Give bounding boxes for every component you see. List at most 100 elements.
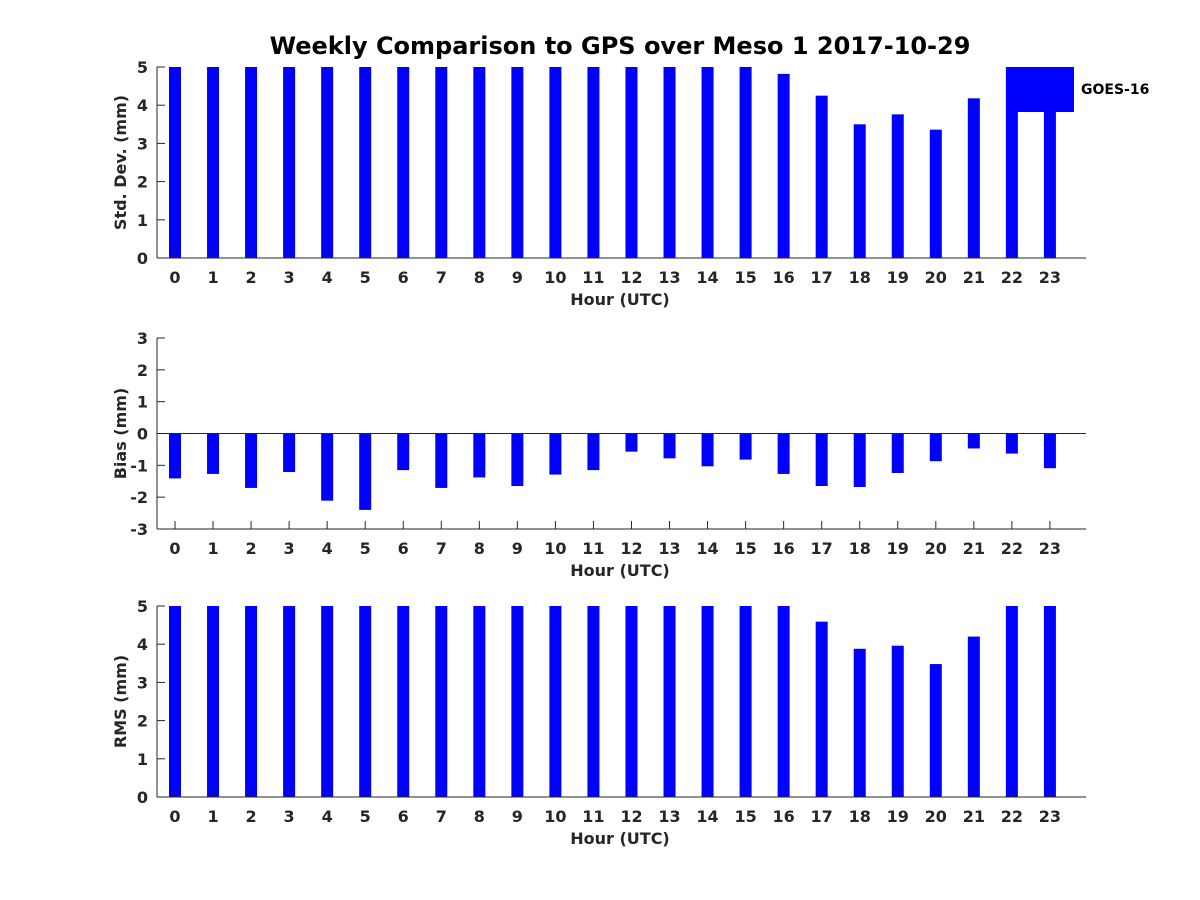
bar xyxy=(207,606,220,797)
bar xyxy=(929,129,942,258)
y-axis-label: Bias (mm) xyxy=(111,388,130,480)
x-tick-label: 13 xyxy=(658,539,680,558)
x-tick-label: 9 xyxy=(512,539,523,558)
bar xyxy=(283,606,296,797)
x-tick-label: 18 xyxy=(849,268,871,287)
figure-title: Weekly Comparison to GPS over Meso 1 201… xyxy=(270,32,971,60)
x-tick-label: 2 xyxy=(246,268,257,287)
x-tick-label: 18 xyxy=(849,807,871,826)
x-tick-label: 22 xyxy=(1001,807,1023,826)
bar xyxy=(511,67,524,258)
x-tick-label: 3 xyxy=(284,807,295,826)
x-tick-label: 7 xyxy=(436,268,447,287)
bar xyxy=(663,67,676,258)
y-tick-label: 2 xyxy=(137,173,148,192)
bar xyxy=(625,67,638,258)
x-tick-label: 21 xyxy=(963,807,985,826)
bar xyxy=(1005,433,1018,454)
bar xyxy=(169,433,181,479)
bar xyxy=(587,606,600,797)
bar xyxy=(777,433,790,474)
bar xyxy=(169,606,181,797)
bar xyxy=(739,67,752,258)
x-tick-label: 5 xyxy=(360,807,371,826)
bar xyxy=(853,648,866,797)
x-tick-label: 9 xyxy=(512,268,523,287)
x-tick-label: 2 xyxy=(246,539,257,558)
x-tick-label: 10 xyxy=(544,807,566,826)
x-tick-label: 10 xyxy=(544,539,566,558)
bar xyxy=(473,606,486,797)
y-tick-label: 3 xyxy=(137,134,148,153)
bar xyxy=(701,67,714,258)
bar xyxy=(1043,606,1056,797)
bar xyxy=(663,606,676,797)
bar xyxy=(853,433,866,487)
x-tick-label: 4 xyxy=(322,539,333,558)
x-tick-label: 17 xyxy=(811,807,833,826)
bar xyxy=(739,433,752,460)
x-tick-label: 6 xyxy=(398,807,409,826)
bar xyxy=(967,98,980,258)
bar xyxy=(207,67,220,258)
x-tick-label: 14 xyxy=(696,539,718,558)
bar xyxy=(967,433,980,449)
y-tick-label: -3 xyxy=(130,520,148,539)
x-tick-label: 12 xyxy=(620,807,642,826)
x-tick-label: 14 xyxy=(696,807,718,826)
y-tick-label: 1 xyxy=(137,393,148,412)
bar xyxy=(853,124,866,258)
bar xyxy=(815,433,828,487)
bar xyxy=(815,95,828,259)
bar xyxy=(549,67,562,258)
legend-swatch xyxy=(1008,67,1074,112)
x-tick-label: 8 xyxy=(474,807,485,826)
bar xyxy=(1005,606,1018,797)
bar xyxy=(169,67,181,258)
x-tick-label: 15 xyxy=(734,268,756,287)
bar xyxy=(891,114,904,258)
bar xyxy=(625,433,638,452)
x-tick-label: 11 xyxy=(582,539,604,558)
bar xyxy=(511,606,524,797)
bar xyxy=(245,606,258,797)
bar xyxy=(1043,433,1056,469)
x-tick-label: 11 xyxy=(582,807,604,826)
x-tick-label: 5 xyxy=(360,539,371,558)
x-tick-label: 6 xyxy=(398,268,409,287)
x-tick-label: 16 xyxy=(773,539,795,558)
bar xyxy=(625,606,638,797)
x-tick-label: 3 xyxy=(284,539,295,558)
x-tick-label: 4 xyxy=(322,268,333,287)
x-tick-label: 0 xyxy=(169,268,180,287)
bar xyxy=(397,606,410,797)
legend: GOES-16 xyxy=(1008,67,1149,112)
y-tick-label: 0 xyxy=(137,249,148,268)
x-tick-label: 22 xyxy=(1001,268,1023,287)
y-tick-label: 4 xyxy=(137,635,148,654)
y-tick-label: 1 xyxy=(137,211,148,230)
x-tick-label: 1 xyxy=(207,539,218,558)
bar xyxy=(815,621,828,797)
x-tick-label: 22 xyxy=(1001,539,1023,558)
bar xyxy=(549,433,562,475)
x-tick-label: 2 xyxy=(246,807,257,826)
x-tick-label: 21 xyxy=(963,539,985,558)
x-tick-label: 19 xyxy=(887,807,909,826)
bar xyxy=(587,433,600,471)
y-tick-label: 3 xyxy=(137,329,148,348)
y-tick-label: 1 xyxy=(137,750,148,769)
x-tick-label: 15 xyxy=(734,807,756,826)
x-tick-label: 21 xyxy=(963,268,985,287)
bar xyxy=(891,433,904,473)
bar xyxy=(283,67,296,258)
bar xyxy=(701,433,714,467)
x-tick-label: 20 xyxy=(925,807,947,826)
bar xyxy=(701,606,714,797)
y-tick-label: 2 xyxy=(137,361,148,380)
bar xyxy=(321,606,334,797)
y-tick-label: 3 xyxy=(137,673,148,692)
